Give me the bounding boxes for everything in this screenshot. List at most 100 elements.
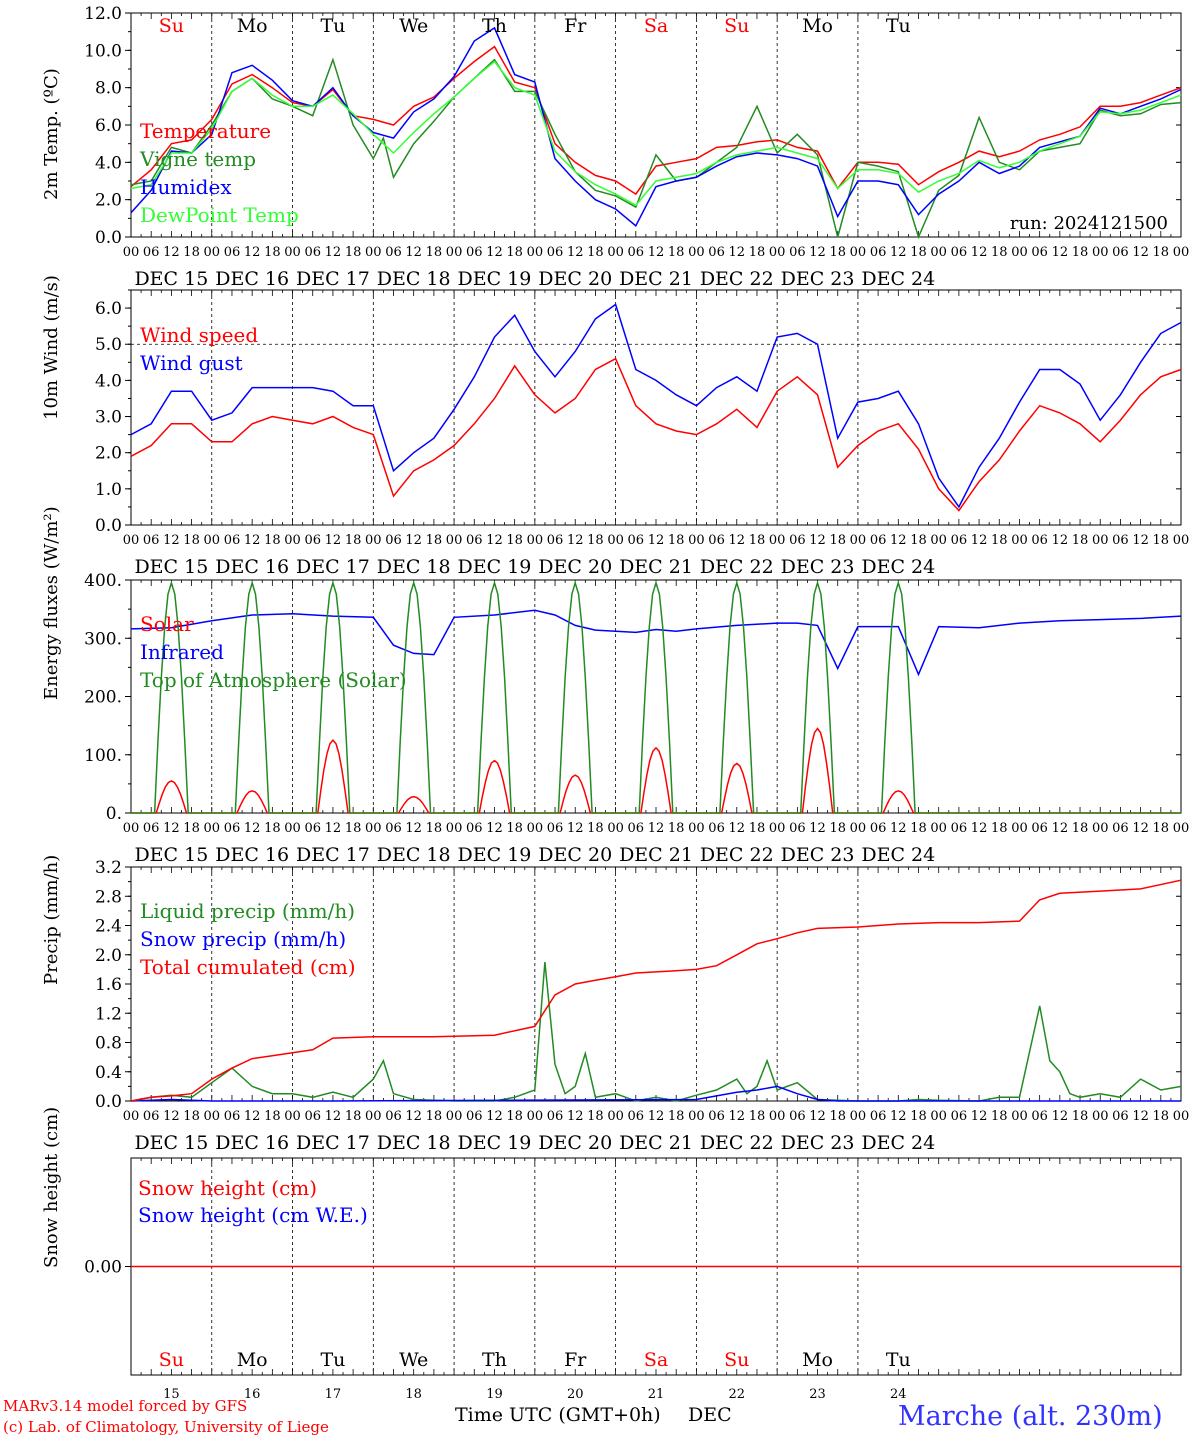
hour-label: 18 [910, 245, 927, 260]
hour-label: 18 [749, 1109, 766, 1124]
weekday-label: Sa [644, 15, 668, 37]
hour-label: 06 [224, 245, 241, 260]
weekday-label: Tu [320, 1349, 345, 1371]
day-number-label: 20 [567, 1387, 584, 1402]
hour-label: 12 [405, 533, 422, 548]
hour-label: 00 [769, 245, 786, 260]
hour-label: 00 [365, 1109, 382, 1124]
hour-label: 00 [688, 821, 705, 836]
station-name: Marche (alt. 230m) [898, 1401, 1163, 1432]
series-line [130, 879, 1182, 1102]
hour-label: 06 [951, 1109, 968, 1124]
hour-label: 18 [264, 245, 281, 260]
legend-entry: Humidex [140, 175, 232, 199]
y-tick-label: 0.00 [84, 1258, 122, 1278]
weekday-label: Mo [802, 15, 833, 37]
date-label: DEC 15 [134, 556, 208, 578]
hour-label: 18 [910, 821, 927, 836]
hour-label: 00 [1092, 533, 1109, 548]
hour-label: 18 [506, 245, 523, 260]
hour-label: 00 [365, 245, 382, 260]
legend-entry: Total cumulated (cm) [140, 955, 356, 979]
hour-label: 00 [1092, 1109, 1109, 1124]
y-axis-title: 10m Wind (m/s) [41, 275, 62, 420]
y-tick-label: 100. [84, 746, 122, 766]
hour-label: 12 [405, 821, 422, 836]
hour-label: 18 [910, 1109, 927, 1124]
hour-label: 12 [1132, 245, 1149, 260]
hour-label: 06 [143, 821, 160, 836]
date-label: DEC 15 [134, 844, 208, 866]
y-tick-label: 0.8 [95, 1034, 122, 1054]
day-number-label: 21 [648, 1387, 665, 1402]
hour-label: 18 [749, 245, 766, 260]
hour-label: 06 [304, 245, 321, 260]
series-line [131, 727, 1181, 814]
hour-label: 00 [446, 245, 463, 260]
date-label: DEC 24 [861, 268, 935, 290]
date-label: DEC 21 [619, 844, 693, 866]
hour-label: 18 [991, 821, 1008, 836]
panel-5: 0.00 Snow height (cm) Snow height (cm) Snow… [41, 1107, 1182, 1402]
hour-label: 18 [183, 533, 200, 548]
hour-label: 12 [809, 245, 826, 260]
legend-entry: Infrared [140, 640, 224, 664]
hour-label: 00 [607, 533, 624, 548]
hour-label: 06 [1031, 1109, 1048, 1124]
date-label: DEC 23 [781, 268, 855, 290]
date-label: DEC 19 [458, 556, 532, 578]
hour-label: 12 [1132, 533, 1149, 548]
panel-2: 0.0 1.0 2.0 3.0 4.0 5.0 6.0 10m Wind (m/s) Wind … [41, 275, 1189, 578]
y-tick-label: 2.0 [95, 946, 122, 966]
y-tick-label: 1.0 [95, 480, 122, 500]
hour-label: 00 [930, 245, 947, 260]
day-number-label: 24 [890, 1387, 907, 1402]
y-tick-label: 0. [106, 804, 122, 824]
hour-label: 12 [163, 245, 180, 260]
hour-label: 12 [890, 821, 907, 836]
hour-label: 06 [628, 821, 645, 836]
hour-label: 00 [123, 533, 140, 548]
hour-label: 18 [1072, 533, 1089, 548]
hour-label: 06 [789, 245, 806, 260]
series-line [130, 609, 1182, 677]
day-number-label: 18 [405, 1387, 422, 1402]
hour-label: 12 [809, 533, 826, 548]
date-label: DEC 16 [215, 556, 289, 578]
hour-label: 12 [486, 821, 503, 836]
hour-label: 00 [850, 245, 867, 260]
hour-label: 06 [304, 1109, 321, 1124]
legend-entry: Snow precip (mm/h) [140, 927, 346, 951]
hour-label: 00 [1173, 821, 1190, 836]
hour-label: 06 [385, 1109, 402, 1124]
hour-label: 18 [668, 245, 685, 260]
y-tick-label: 0.4 [95, 1063, 122, 1083]
y-axis-title: 2m Temp. (ºC) [41, 68, 62, 200]
hour-label: 00 [1011, 821, 1028, 836]
hour-label: 12 [728, 533, 745, 548]
date-label: DEC 17 [296, 556, 370, 578]
date-label: DEC 21 [619, 268, 693, 290]
y-tick-label: 6.0 [95, 299, 122, 319]
hour-label: 06 [385, 821, 402, 836]
hour-label: 00 [123, 1109, 140, 1124]
hour-label: 12 [163, 821, 180, 836]
hour-label: 00 [607, 1109, 624, 1124]
hour-label: 12 [971, 245, 988, 260]
hour-label: 12 [1052, 821, 1069, 836]
hour-label: 12 [486, 533, 503, 548]
legend-entry: Temperature [140, 119, 271, 143]
hour-label: 18 [587, 245, 604, 260]
hour-label: 12 [648, 533, 665, 548]
hour-label: 06 [143, 245, 160, 260]
hour-label: 18 [668, 533, 685, 548]
hour-label: 00 [850, 821, 867, 836]
hour-label: 00 [203, 821, 220, 836]
hour-label: 06 [1112, 821, 1129, 836]
hour-label: 12 [971, 533, 988, 548]
hour-label: 12 [163, 533, 180, 548]
hour-label: 12 [890, 1109, 907, 1124]
hour-label: 18 [1072, 1109, 1089, 1124]
hour-label: 00 [1011, 1109, 1028, 1124]
hour-label: 12 [890, 245, 907, 260]
